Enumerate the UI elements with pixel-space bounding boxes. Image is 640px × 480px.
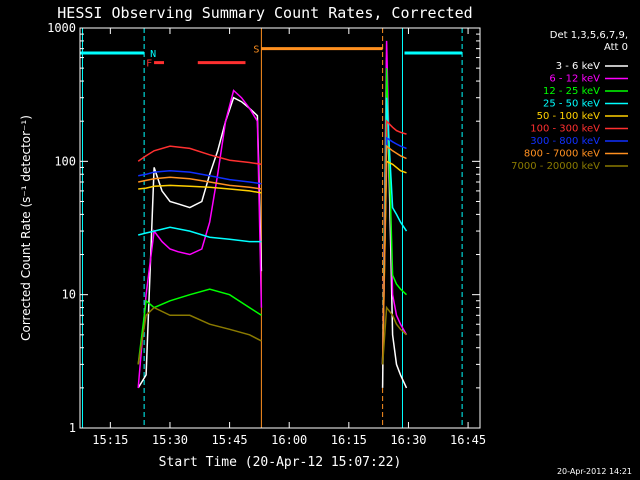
y-tick-label: 1 <box>69 421 76 435</box>
x-tick-label: 15:30 <box>152 433 188 447</box>
x-axis-ticks: 15:15 15:30 15:45 16:00 16:15 16:30 16:45 <box>92 28 486 447</box>
series-line <box>137 89 263 388</box>
flag-label: F <box>146 59 152 70</box>
flag-bars: FN S <box>80 45 463 70</box>
series-line <box>138 176 262 190</box>
y-tick-label: 10 <box>62 288 76 302</box>
x-tick-label: 15:45 <box>212 433 248 447</box>
legend: Det 1,3,5,6,7,9,Att 0 3 - 6 keV 6 - 12 keV… <box>511 30 628 172</box>
y-tick-label: 1000 <box>47 21 76 35</box>
series-line <box>138 169 262 185</box>
legend-entry-label: 300 - 800 keV <box>530 136 600 147</box>
series-line-late <box>381 305 408 365</box>
series-line <box>137 288 262 365</box>
series-lines <box>137 40 408 389</box>
x-tick-label: 16:45 <box>450 433 486 447</box>
legend-entry-label: 6 - 12 keV <box>549 74 600 85</box>
x-tick-label: 16:30 <box>390 433 426 447</box>
y-axis-label: Corrected Count Rate (s⁻¹ detector⁻¹) <box>19 115 33 341</box>
x-axis-label: Start Time (20-Apr-12 15:07:22) <box>159 455 402 470</box>
chart-title: HESSI Observing Summary Count Rates, Cor… <box>57 4 472 22</box>
flag-label: S <box>253 45 259 56</box>
legend-header: Att 0 <box>604 42 628 53</box>
series-line-late <box>381 144 407 365</box>
x-tick-label: 16:15 <box>331 433 367 447</box>
x-tick-label: 15:15 <box>92 433 128 447</box>
legend-entry-label: 100 - 300 keV <box>530 124 600 135</box>
legend-entry-label: 50 - 100 keV <box>537 111 601 122</box>
legend-header: Det 1,3,5,6,7,9, <box>550 30 628 41</box>
legend-entry-label: 3 - 6 keV <box>556 61 600 72</box>
legend-entry-label: 12 - 25 keV <box>543 86 600 97</box>
series-line <box>138 184 262 194</box>
footer-timestamp: 20-Apr-2012 14:21 <box>557 467 632 476</box>
y-axis-ticks: 1 10 100 1000 <box>47 21 480 435</box>
flag-label: N <box>150 49 156 60</box>
series-line <box>137 145 262 166</box>
series-line <box>138 226 262 243</box>
series-line <box>137 306 262 365</box>
legend-entry-label: 25 - 50 keV <box>543 99 600 110</box>
plot-frame <box>79 27 481 429</box>
x-tick-label: 16:00 <box>271 433 307 447</box>
legend-entry-label: 7000 - 20000 keV <box>511 161 600 172</box>
legend-entry-label: 800 - 7000 keV <box>524 149 600 160</box>
vertical-markers <box>82 28 463 428</box>
series-line <box>137 96 263 389</box>
y-tick-label: 100 <box>54 154 76 168</box>
